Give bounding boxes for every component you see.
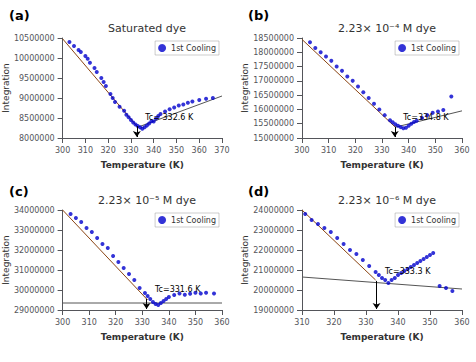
- svg-text:330: 330: [123, 146, 138, 155]
- svg-text:340: 340: [390, 318, 405, 327]
- svg-text:19000000: 19000000: [253, 306, 294, 315]
- svg-text:17000000: 17000000: [253, 76, 294, 85]
- svg-text:(d): (d): [248, 184, 269, 199]
- svg-text:2.23× 10⁻⁴ M dye: 2.23× 10⁻⁴ M dye: [338, 22, 436, 35]
- svg-text:8500000: 8500000: [19, 114, 55, 123]
- svg-text:Integration: Integration: [1, 235, 11, 285]
- svg-text:340: 340: [146, 146, 161, 155]
- svg-text:24000000: 24000000: [253, 206, 294, 215]
- svg-text:360: 360: [214, 318, 229, 327]
- svg-text:Integration: Integration: [240, 235, 250, 285]
- svg-text:20000000: 20000000: [253, 286, 294, 295]
- svg-text:Temperature (K): Temperature (K): [340, 332, 423, 342]
- svg-text:18000000: 18000000: [253, 48, 294, 57]
- svg-text:33000000: 33000000: [14, 226, 55, 235]
- svg-text:330: 330: [374, 146, 389, 155]
- svg-text:320: 320: [108, 318, 123, 327]
- svg-text:310: 310: [321, 146, 336, 155]
- svg-text:310: 310: [78, 146, 93, 155]
- svg-text:2.23× 10⁻⁵ M dye: 2.23× 10⁻⁵ M dye: [98, 194, 196, 207]
- svg-text:340: 340: [401, 146, 416, 155]
- svg-text:300: 300: [55, 146, 70, 155]
- svg-text:360: 360: [454, 146, 469, 155]
- svg-text:9500000: 9500000: [19, 74, 55, 83]
- svg-text:18500000: 18500000: [253, 34, 294, 43]
- svg-text:350: 350: [428, 146, 443, 155]
- svg-text:29000000: 29000000: [14, 306, 55, 315]
- svg-text:350: 350: [169, 146, 184, 155]
- svg-text:320: 320: [348, 146, 363, 155]
- svg-text:330: 330: [135, 318, 150, 327]
- svg-text:22000000: 22000000: [253, 246, 294, 255]
- svg-text:300: 300: [294, 146, 309, 155]
- svg-text:Tc=331.6 K: Tc=331.6 K: [154, 285, 201, 294]
- svg-text:330: 330: [358, 318, 373, 327]
- svg-text:16500000: 16500000: [253, 91, 294, 100]
- svg-text:15500000: 15500000: [253, 119, 294, 128]
- svg-text:1st Cooling: 1st Cooling: [171, 44, 216, 53]
- svg-text:21000000: 21000000: [253, 266, 294, 275]
- svg-text:370: 370: [214, 146, 229, 155]
- svg-text:10500000: 10500000: [14, 34, 55, 43]
- svg-text:(a): (a): [9, 8, 30, 23]
- svg-text:360: 360: [192, 146, 207, 155]
- svg-text:Saturated dye: Saturated dye: [108, 22, 186, 35]
- svg-text:Temperature (K): Temperature (K): [340, 160, 423, 170]
- svg-text:1st Cooling: 1st Cooling: [411, 44, 456, 53]
- svg-text:1st Cooling: 1st Cooling: [171, 216, 216, 225]
- svg-text:(b): (b): [248, 8, 269, 23]
- svg-text:350: 350: [422, 318, 437, 327]
- svg-text:Integration: Integration: [240, 63, 250, 113]
- svg-text:1st Cooling: 1st Cooling: [411, 216, 456, 225]
- svg-text:32000000: 32000000: [14, 246, 55, 255]
- svg-text:310: 310: [294, 318, 309, 327]
- svg-text:34000000: 34000000: [14, 206, 55, 215]
- svg-text:360: 360: [454, 318, 469, 327]
- svg-text:23000000: 23000000: [253, 226, 294, 235]
- svg-text:9000000: 9000000: [19, 94, 55, 103]
- svg-text:2.23× 10⁻⁶ M dye: 2.23× 10⁻⁶ M dye: [338, 194, 436, 207]
- svg-text:31000000: 31000000: [14, 266, 55, 275]
- svg-text:Temperature (K): Temperature (K): [101, 160, 184, 170]
- svg-text:340: 340: [161, 318, 176, 327]
- svg-text:310: 310: [82, 318, 97, 327]
- svg-text:350: 350: [188, 318, 203, 327]
- svg-text:Temperature (K): Temperature (K): [101, 332, 184, 342]
- svg-text:15000000: 15000000: [253, 134, 294, 143]
- svg-text:Tc= 332.6 K: Tc= 332.6 K: [144, 113, 194, 122]
- svg-text:17500000: 17500000: [253, 62, 294, 71]
- svg-text:Tc=334.8 K: Tc=334.8 K: [402, 113, 449, 122]
- svg-text:16000000: 16000000: [253, 105, 294, 114]
- svg-text:(c): (c): [9, 184, 29, 199]
- svg-text:30000000: 30000000: [14, 286, 55, 295]
- svg-text:Integration: Integration: [1, 63, 11, 113]
- svg-text:320: 320: [101, 146, 116, 155]
- svg-text:Tc=333.3 K: Tc=333.3 K: [384, 267, 431, 276]
- svg-text:300: 300: [55, 318, 70, 327]
- svg-text:10000000: 10000000: [14, 54, 55, 63]
- svg-text:8000000: 8000000: [19, 134, 55, 143]
- svg-text:320: 320: [326, 318, 341, 327]
